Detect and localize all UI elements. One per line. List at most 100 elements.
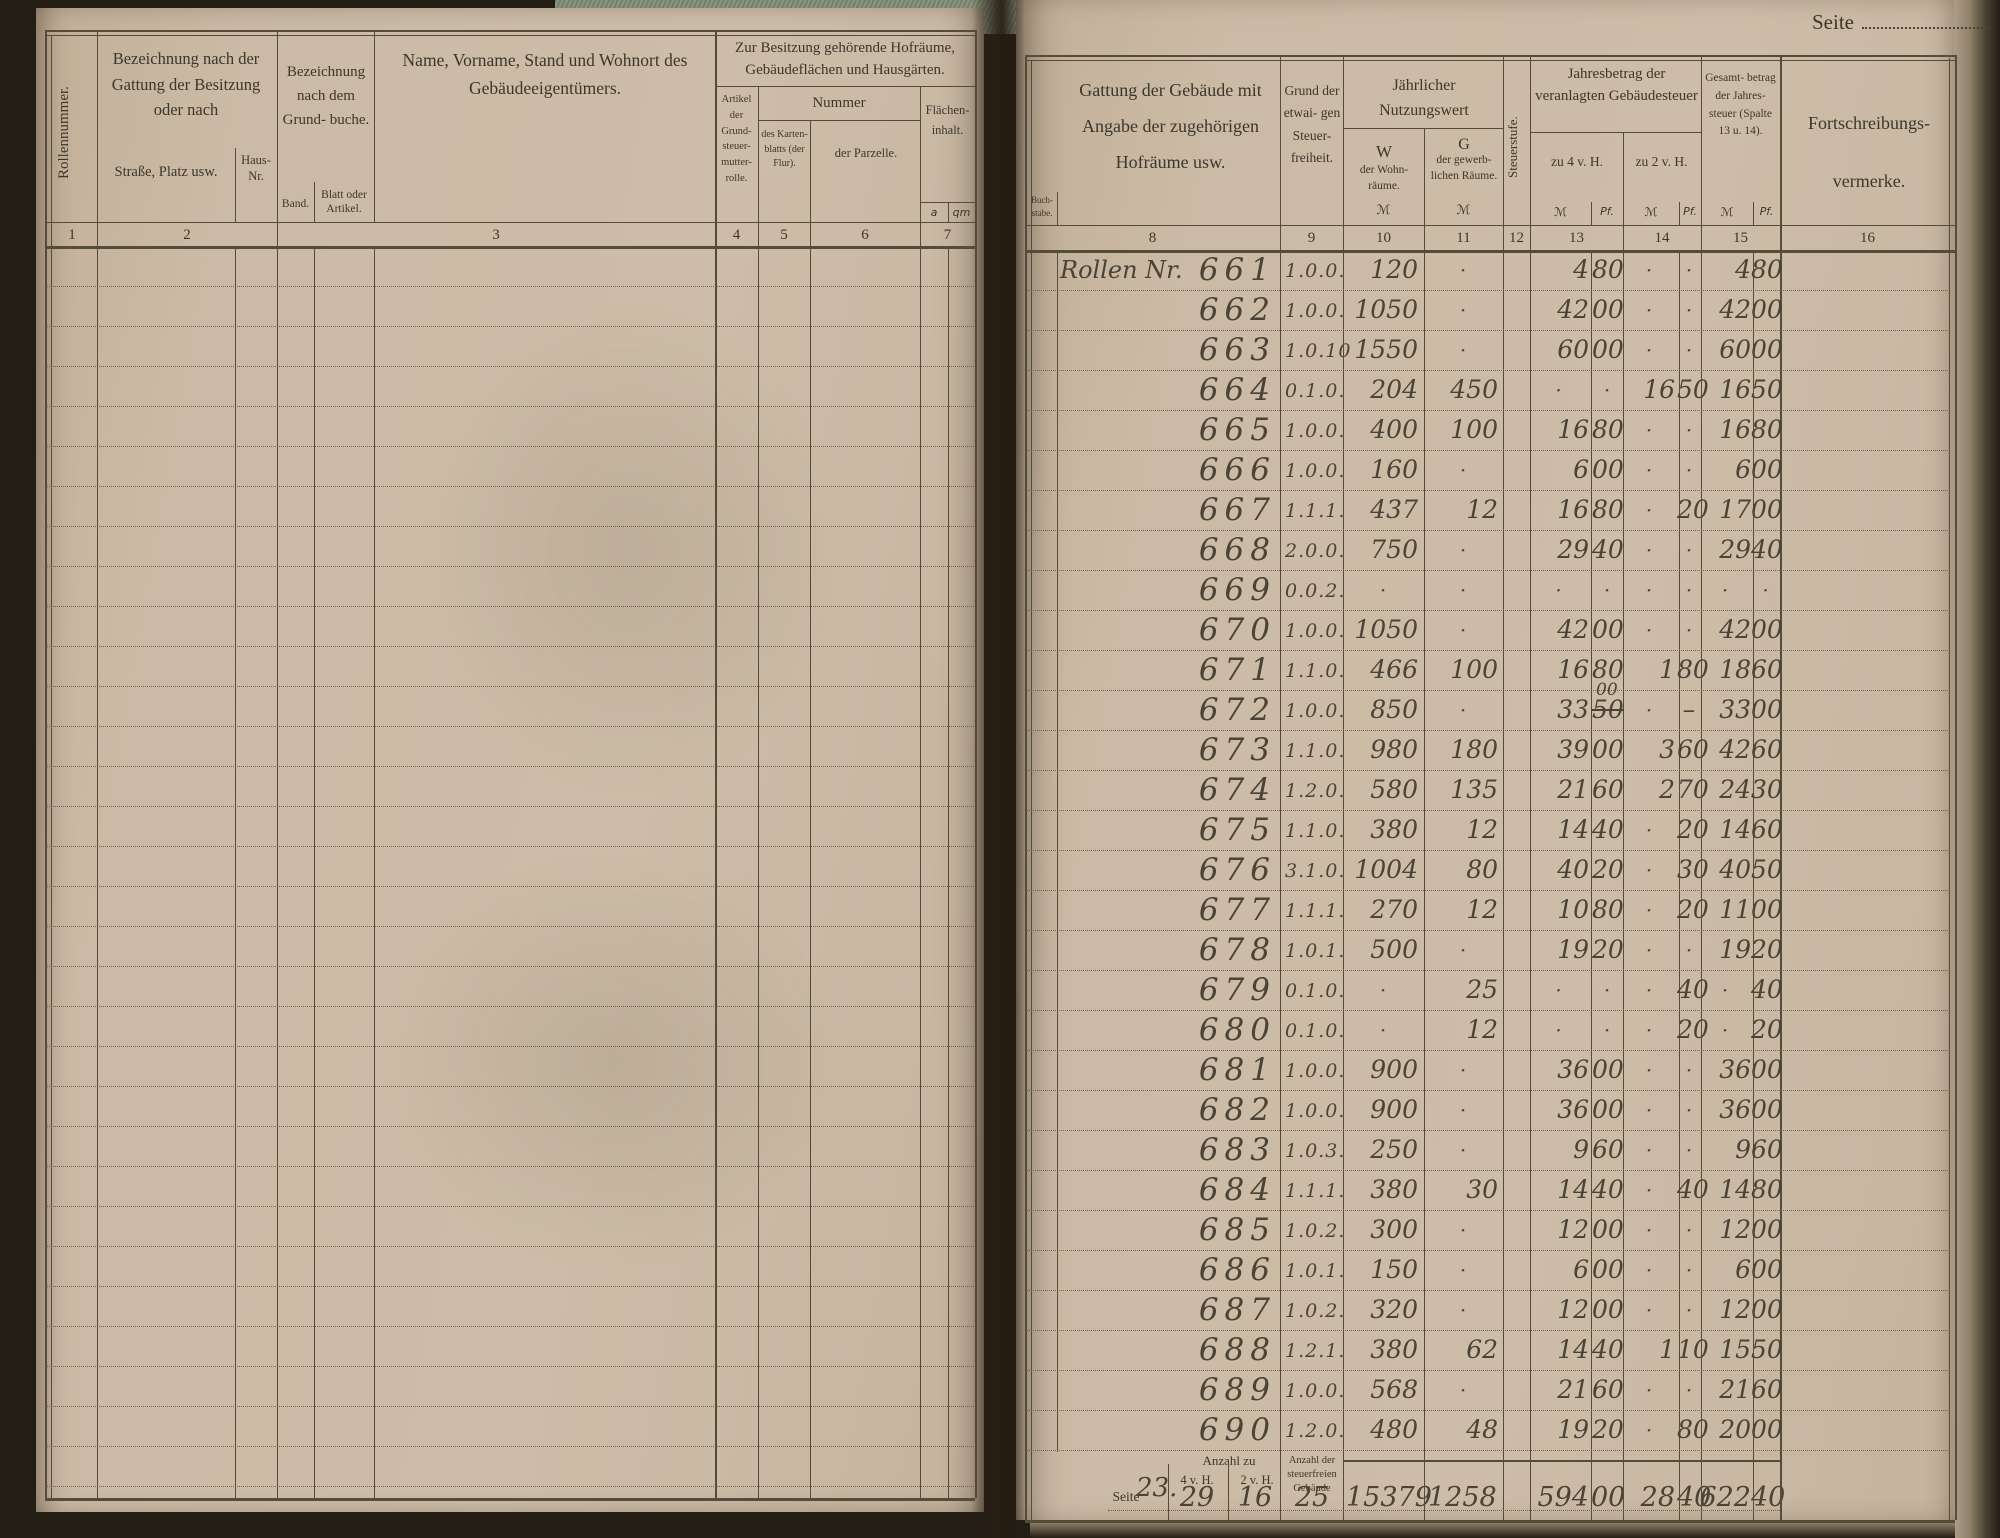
- grid-line-v: [235, 148, 236, 222]
- footer-sum-m4: 594: [1537, 1482, 1589, 1513]
- row-666-nr: 666: [1198, 452, 1276, 488]
- row-673-pf4: 00: [1592, 735, 1624, 764]
- row-687-pf2: ·: [1685, 1298, 1693, 1322]
- row-683-m2: ·: [1645, 1138, 1653, 1162]
- row-668-pft: 40: [1751, 535, 1783, 564]
- row-686-mt: 6: [1735, 1255, 1751, 1284]
- row-683-m4: 9: [1573, 1135, 1589, 1164]
- row-684-g: 30: [1466, 1175, 1498, 1204]
- col-steuerfreiheit-heading: Grund der etwai- gen Steuer- freiheit.: [1283, 83, 1341, 165]
- row-672-g: ·: [1459, 698, 1467, 722]
- row-690-pf2: 80: [1677, 1415, 1709, 1444]
- colnum-5: 5: [780, 227, 788, 243]
- grid-line-v: [45, 30, 47, 1498]
- row-663-g: ·: [1459, 338, 1467, 362]
- row-line: [1026, 330, 1948, 331]
- grid-line-v: [1679, 202, 1680, 225]
- grid-line-v: [1343, 55, 1344, 1520]
- col-gesamtbetrag-label: Gesamt- betrag der Jahres- steuer (Spalt…: [1705, 72, 1776, 138]
- row-667-nr: 667: [1198, 492, 1276, 528]
- row-674-m4: 21: [1557, 775, 1589, 804]
- row-667-w: 437: [1370, 495, 1418, 524]
- row-671-pf2: 80: [1677, 655, 1709, 684]
- row-688-pft: 50: [1751, 1335, 1783, 1364]
- unit-pf-14: Pf.: [1683, 205, 1697, 218]
- row-684-w: 380: [1370, 1175, 1418, 1204]
- row-676-m2: ·: [1645, 858, 1653, 882]
- row-line: [46, 1286, 974, 1287]
- row-line: [46, 1006, 974, 1007]
- row-666-w: 160: [1370, 455, 1418, 484]
- row-line: [46, 966, 974, 967]
- row-679-m4: ·: [1555, 978, 1562, 1002]
- row-684-pft: 80: [1751, 1175, 1783, 1204]
- grid-line-h: [1025, 250, 1955, 253]
- unit-mark-15: ℳ: [1720, 205, 1734, 219]
- row-670-mt: 42: [1719, 615, 1751, 644]
- row-688-grund: 1.2.1.: [1285, 1340, 1346, 1362]
- footer-sum-mt: 622: [1699, 1482, 1751, 1513]
- grid-line-v: [715, 30, 717, 1498]
- row-689-mt: 21: [1719, 1375, 1751, 1404]
- row-678-pft: 20: [1751, 935, 1783, 964]
- row-line: [1026, 1330, 1948, 1331]
- book-gutter: [972, 0, 1024, 1538]
- nummer-heading: Nummer: [812, 95, 866, 111]
- row-680-mt: ·: [1721, 1018, 1729, 1042]
- row-668-g: ·: [1459, 538, 1467, 562]
- row-666-g: ·: [1459, 458, 1467, 482]
- row-673-grund: 1.1.0.: [1285, 740, 1346, 762]
- row-686-grund: 1.0.1.: [1285, 1260, 1346, 1282]
- col-2vh-label: zu 2 v. H.: [1635, 154, 1688, 169]
- grid-line-v: [1679, 250, 1680, 1520]
- col-gattung-heading: Bezeichnung nach der Gattung der Besitzu…: [111, 49, 261, 120]
- grid-line-h: [1343, 128, 1503, 129]
- row-661-m4: 4: [1573, 255, 1589, 284]
- col-flaecheninhalt-label: Flächen- inhalt.: [925, 103, 970, 137]
- row-line: [46, 1086, 974, 1087]
- seite-top-label: Seite: [1812, 10, 1990, 35]
- row-675-g: 12: [1466, 815, 1498, 844]
- col-name-heading: Name, Vorname, Stand und Wohnort des Geb…: [402, 50, 688, 98]
- seite-top-blank: [1862, 11, 1990, 29]
- col-hausnr-label: Haus- Nr.: [241, 153, 271, 184]
- grid-line-h: [1025, 225, 1955, 226]
- row-681-g: ·: [1459, 1058, 1467, 1082]
- row-665-mt: 16: [1719, 415, 1751, 444]
- row-661-pf2: ·: [1685, 258, 1693, 282]
- row-683-grund: 1.0.3.: [1285, 1140, 1346, 1162]
- footer-sum-m2: 28: [1640, 1482, 1675, 1513]
- row-line: [46, 1206, 974, 1207]
- row-663-pf2: ·: [1685, 338, 1693, 362]
- row-line: [46, 726, 974, 727]
- row-line: [46, 326, 974, 327]
- row-676-nr: 676: [1198, 852, 1276, 888]
- row-676-g: 80: [1466, 855, 1498, 884]
- row-line: [1026, 1410, 1948, 1411]
- row-677-mt: 11: [1719, 895, 1751, 924]
- grid-line-v: [1424, 128, 1425, 1520]
- row-672-grund: 1.0.0.: [1285, 700, 1346, 722]
- row-688-w: 380: [1370, 1335, 1418, 1364]
- row-666-pft: 00: [1751, 455, 1783, 484]
- row-661-pft: 80: [1751, 255, 1783, 284]
- grid-line-v: [920, 86, 921, 1498]
- grid-line-v: [1057, 192, 1058, 225]
- row-675-pf4: 40: [1592, 815, 1624, 844]
- row-line: [46, 526, 974, 527]
- row-669-g: ·: [1459, 578, 1467, 602]
- row-686-m4: 6: [1573, 1255, 1589, 1284]
- row-677-pf2: 20: [1677, 895, 1709, 924]
- row-661-w: 120: [1370, 255, 1418, 284]
- row-line: [46, 686, 974, 687]
- row-674-pf2: 70: [1677, 775, 1709, 804]
- row-678-pf2: ·: [1685, 938, 1693, 962]
- colnum-16: 16: [1860, 230, 1875, 246]
- row-671-pf4: 80: [1592, 655, 1624, 684]
- row-663-m4: 60: [1557, 335, 1589, 364]
- row-689-pf4: 60: [1592, 1375, 1624, 1404]
- row-671-mt: 18: [1719, 655, 1751, 684]
- row-683-nr: 683: [1198, 1132, 1276, 1168]
- row-689-m2: ·: [1645, 1378, 1653, 1402]
- row-line: [46, 1406, 974, 1407]
